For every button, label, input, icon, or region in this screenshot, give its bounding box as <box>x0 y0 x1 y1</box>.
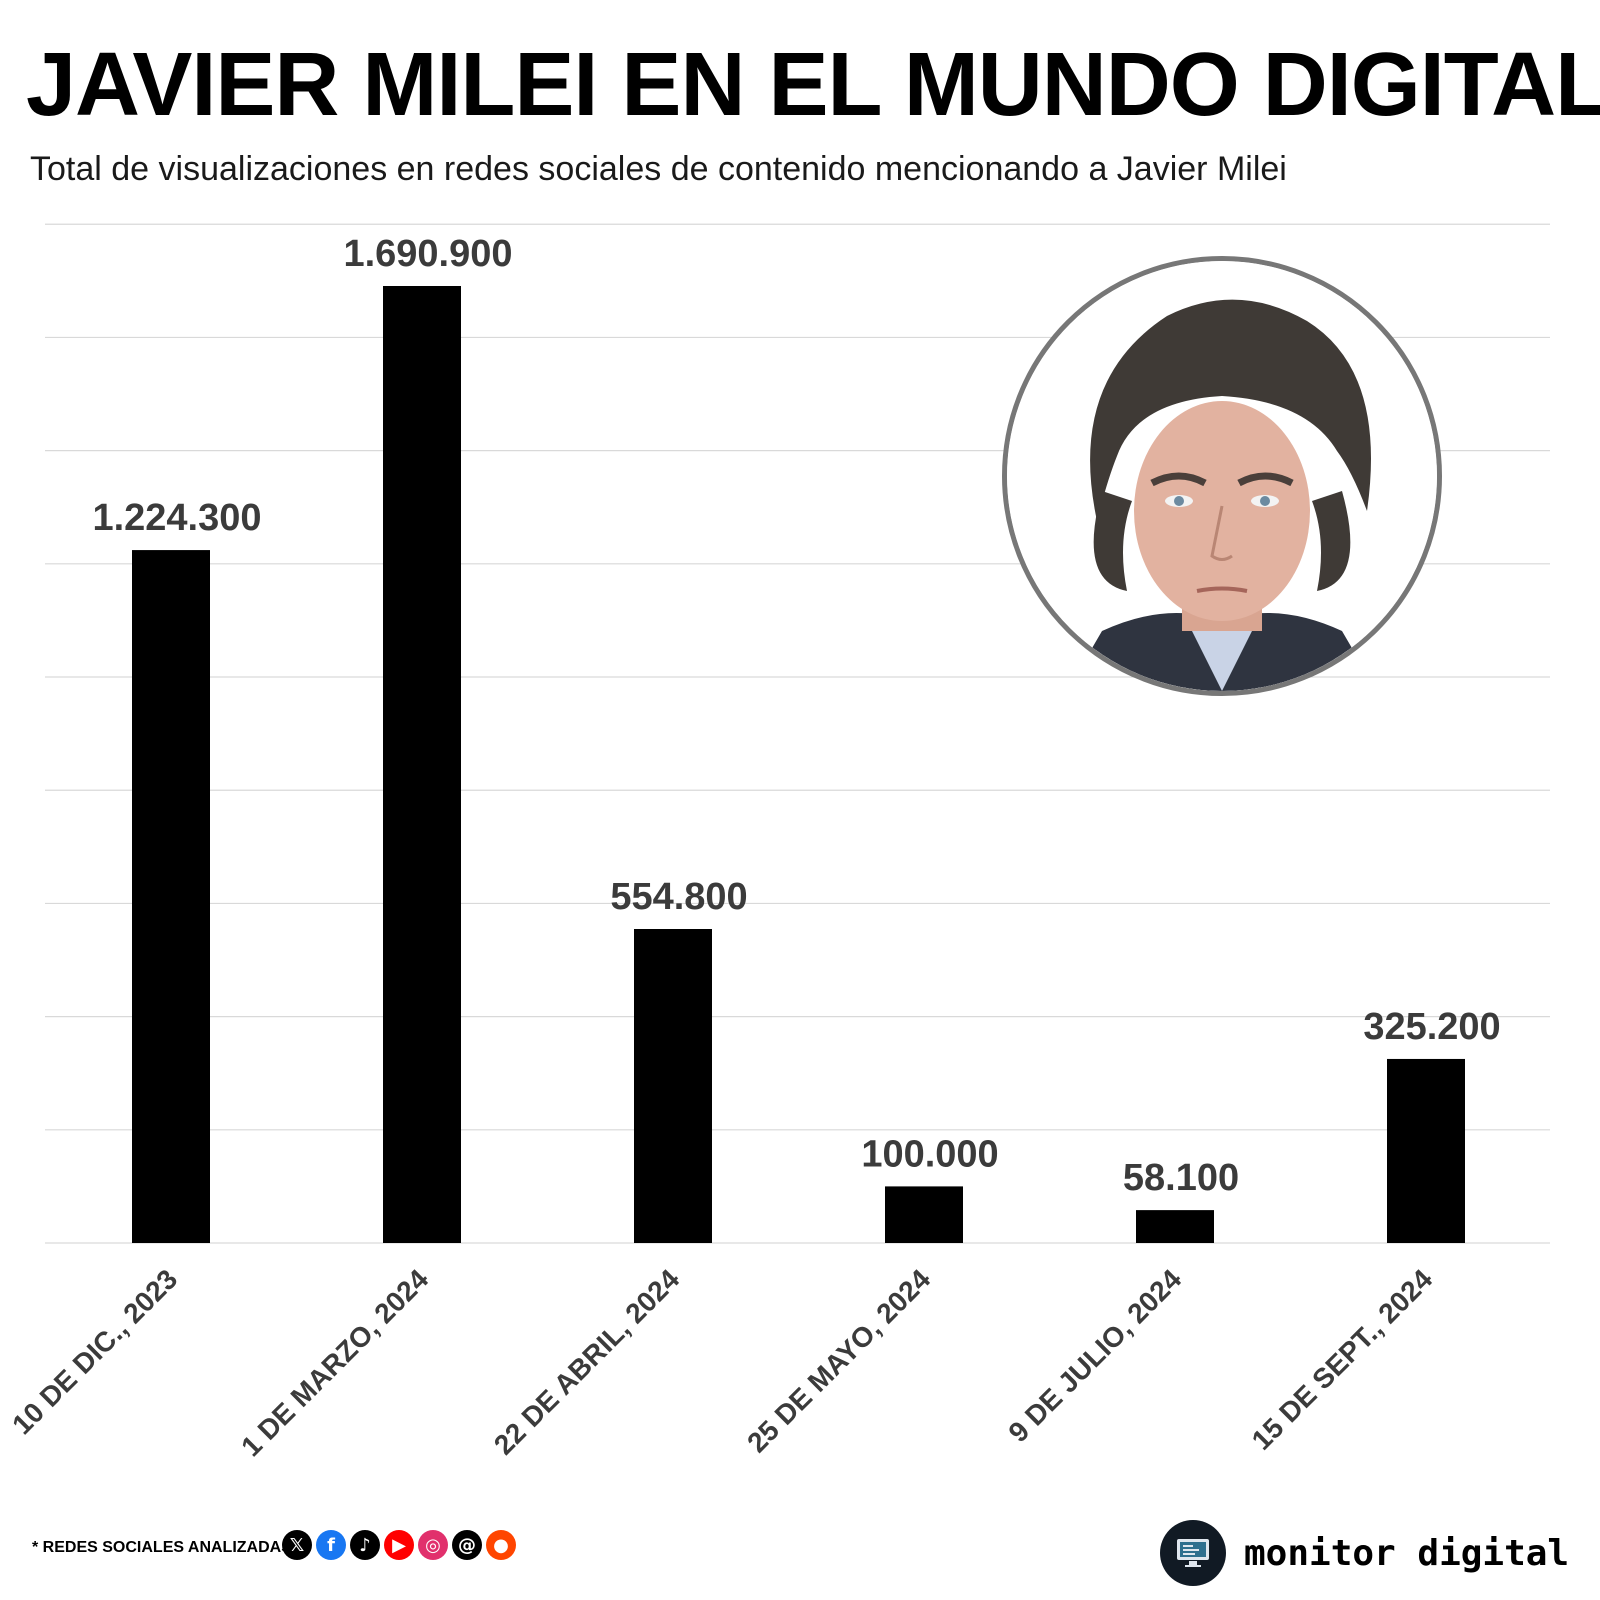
tick-label: 25 DE MAYO, 2024 <box>741 1263 936 1458</box>
threads-icon: @ <box>452 1530 482 1560</box>
chart-title: JAVIER MILEI EN EL MUNDO DIGITAL <box>26 35 1600 135</box>
facebook-icon: f <box>316 1530 346 1560</box>
brand: monitor digital <box>1160 1520 1569 1586</box>
category-labels: 10 DE DIC., 2023 1 DE MARZO, 2024 22 DE AB… <box>6 1263 1438 1462</box>
tick-label: 9 DE JULIO, 2024 <box>1002 1263 1187 1448</box>
reddit-icon: ● <box>486 1530 516 1560</box>
value-labels: 1.224.300 1.690.900 554.800 100.000 58.100 32… <box>92 233 1500 1199</box>
bar <box>132 550 210 1243</box>
bar <box>1387 1058 1465 1243</box>
bar-chart: 1.224.300 1.690.900 554.800 100.000 58.100 32… <box>6 223 1550 1462</box>
data-label: 325.200 <box>1363 1006 1500 1048</box>
tick-label: 1 DE MARZO, 2024 <box>235 1263 434 1462</box>
chart-subtitle: Total de visualizaciones en redes social… <box>30 150 1287 188</box>
data-label: 1.224.300 <box>92 497 261 539</box>
bars <box>132 286 1465 1243</box>
bar <box>885 1186 963 1243</box>
bar <box>1136 1210 1214 1243</box>
tick-label: 15 DE SEPT., 2024 <box>1246 1263 1439 1456</box>
monitor-icon <box>1160 1520 1226 1586</box>
tick-label: 10 DE DIC., 2023 <box>6 1263 183 1440</box>
tiktok-icon: ♪ <box>350 1530 380 1560</box>
data-label: 58.100 <box>1123 1157 1239 1199</box>
x-icon: 𝕏 <box>282 1530 312 1560</box>
person-portrait <box>1002 256 1442 696</box>
brand-name: monitor digital <box>1244 1532 1570 1574</box>
portrait-illustration <box>1007 261 1437 691</box>
instagram-icon: ◎ <box>418 1530 448 1560</box>
bar <box>383 286 461 1243</box>
data-label: 1.690.900 <box>343 233 512 275</box>
tick-label: 22 DE ABRIL, 2024 <box>488 1263 686 1461</box>
data-label: 100.000 <box>861 1133 998 1175</box>
bar <box>634 928 712 1243</box>
social-networks-note: * REDES SOCIALES ANALIZADAS <box>32 1539 292 1556</box>
data-label: 554.800 <box>610 876 747 918</box>
youtube-icon: ▶ <box>384 1530 414 1560</box>
